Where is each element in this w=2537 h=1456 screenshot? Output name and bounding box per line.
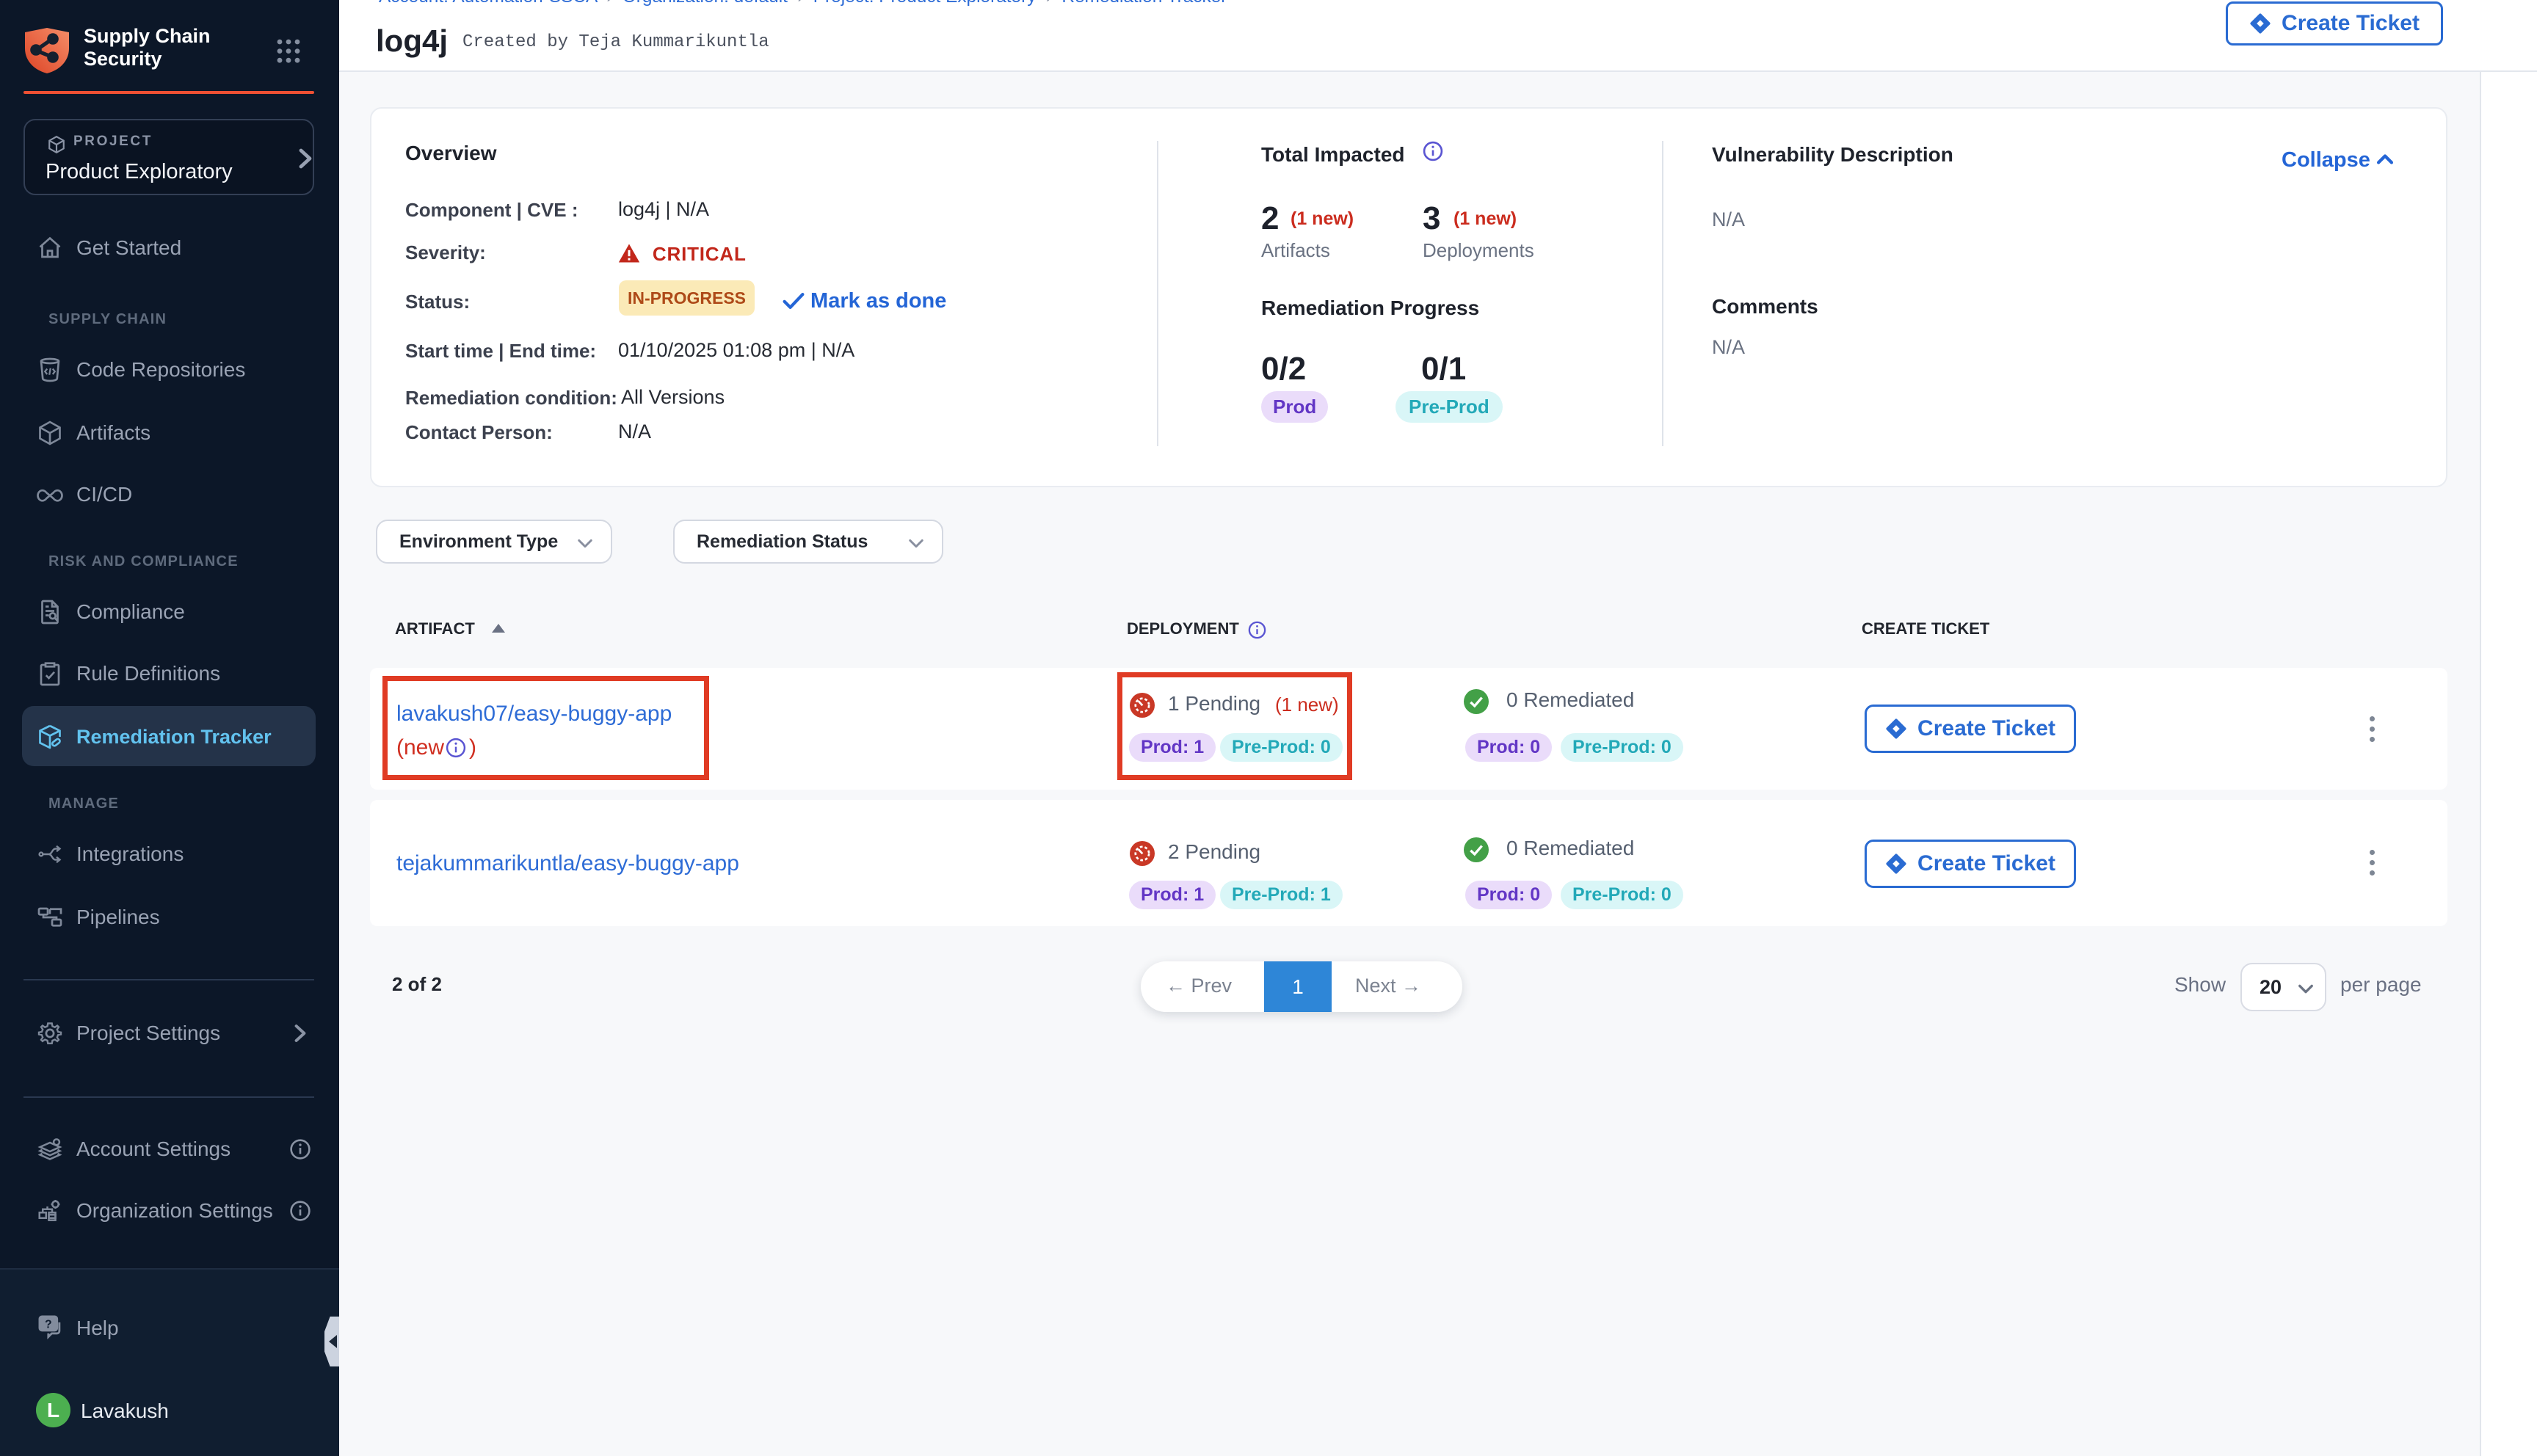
svg-text:?: ? [45, 1318, 52, 1331]
